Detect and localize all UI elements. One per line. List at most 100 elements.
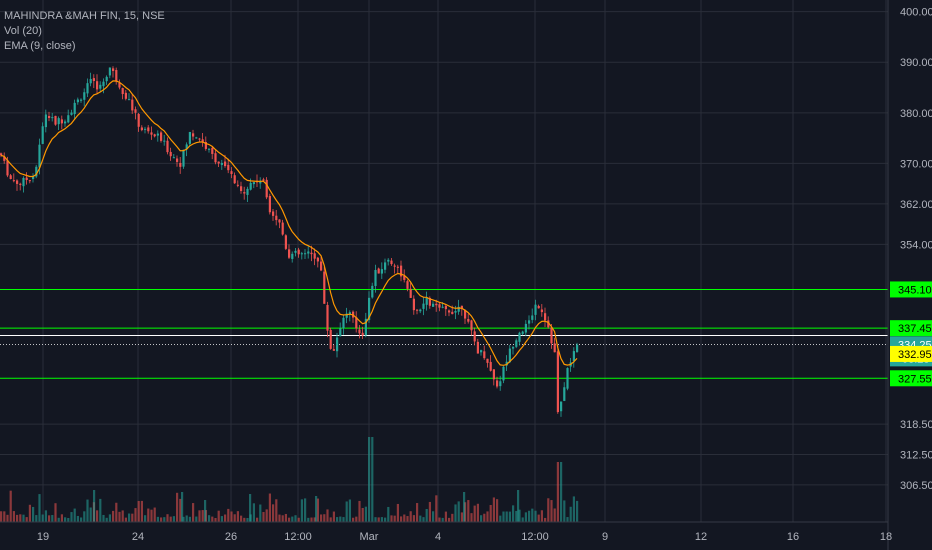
symbol-title[interactable]: MAHINDRA &MAH FIN, 15, NSE bbox=[4, 10, 165, 22]
volume-bar bbox=[124, 517, 127, 522]
candle-body bbox=[502, 366, 505, 381]
volume-bar bbox=[323, 514, 326, 522]
volume-bar bbox=[320, 514, 323, 522]
horizontal-lines[interactable] bbox=[0, 288, 888, 379]
candle-body bbox=[0, 153, 3, 156]
volume-bar bbox=[166, 514, 169, 522]
candle-body bbox=[217, 161, 220, 164]
candle-body bbox=[326, 304, 329, 331]
volume-bar bbox=[566, 517, 569, 522]
candle-body bbox=[560, 401, 563, 412]
candle-body bbox=[150, 132, 153, 135]
volume-bar bbox=[284, 513, 287, 522]
candle-body bbox=[294, 250, 297, 253]
volume-bar bbox=[147, 508, 150, 522]
candle-body bbox=[566, 368, 569, 389]
volume-bar bbox=[64, 517, 67, 522]
candle-body bbox=[374, 270, 377, 286]
candle-body bbox=[540, 309, 543, 313]
candle-body bbox=[16, 180, 19, 184]
candle-body bbox=[281, 222, 284, 235]
volume-bar bbox=[463, 492, 466, 522]
volume-bar bbox=[412, 515, 415, 522]
volume-bar bbox=[134, 508, 137, 522]
time-tick-label: 9 bbox=[602, 531, 608, 543]
volume-bar bbox=[576, 500, 579, 522]
candle-body bbox=[508, 348, 511, 363]
volume-bar bbox=[275, 499, 278, 522]
candle-body bbox=[457, 306, 460, 312]
volume-bar bbox=[371, 437, 374, 522]
volume-bar bbox=[256, 517, 259, 522]
volume-bar bbox=[377, 517, 380, 522]
volume-bar bbox=[115, 502, 118, 522]
volume-bar bbox=[211, 516, 214, 522]
volume-bar bbox=[96, 510, 99, 522]
volume-bar bbox=[358, 500, 361, 522]
indicator-ema[interactable]: EMA (9, close) bbox=[4, 40, 76, 52]
candle-body bbox=[339, 328, 342, 337]
candle-body bbox=[473, 331, 476, 342]
volume-bar bbox=[336, 517, 339, 522]
volume-bar bbox=[384, 517, 387, 522]
price-tick-label: 354.00 bbox=[900, 239, 932, 251]
candle-body bbox=[361, 332, 364, 336]
candle-body bbox=[6, 160, 9, 176]
volume-bar bbox=[352, 517, 355, 522]
level-label: 337.45 bbox=[898, 323, 932, 335]
candle-body bbox=[259, 180, 262, 184]
candle-body bbox=[25, 177, 28, 181]
candle-body bbox=[262, 179, 265, 181]
volume-bar bbox=[105, 517, 108, 522]
candle-body bbox=[198, 138, 201, 140]
volume-bar bbox=[73, 508, 76, 522]
volume-bar bbox=[517, 490, 520, 522]
volume-bar bbox=[441, 517, 444, 522]
volume-bar bbox=[179, 498, 182, 522]
volume-bar bbox=[153, 507, 156, 522]
volume-bar bbox=[556, 462, 559, 522]
volume-bar bbox=[361, 507, 364, 522]
volume-bar bbox=[499, 515, 502, 522]
volume-bar bbox=[70, 512, 73, 522]
volume-bar bbox=[112, 510, 115, 522]
volume-bar bbox=[387, 506, 390, 522]
candle-body bbox=[496, 380, 499, 387]
candle-body bbox=[550, 327, 553, 344]
volume-bar bbox=[48, 515, 51, 522]
candle-body bbox=[390, 260, 393, 265]
volume-bar bbox=[281, 515, 284, 522]
volume-bar bbox=[60, 514, 63, 522]
volume-bar bbox=[181, 492, 184, 522]
volume-bar bbox=[297, 517, 300, 522]
candle-body bbox=[131, 99, 134, 111]
time-axis[interactable]: 19 24 26 12:00 Mar 4 12:00 9 12 16 18 bbox=[37, 531, 892, 543]
candle-body bbox=[384, 262, 387, 270]
volume-bar bbox=[502, 511, 505, 522]
candle-body bbox=[57, 118, 60, 125]
volume-bar bbox=[32, 506, 35, 522]
candle-body bbox=[444, 305, 447, 310]
candle-body bbox=[99, 84, 102, 89]
volume-bar bbox=[38, 494, 41, 522]
volume-bar bbox=[528, 510, 531, 522]
volume-bar bbox=[470, 513, 473, 522]
candle-body bbox=[224, 161, 227, 167]
candles bbox=[0, 66, 579, 417]
volume-bar bbox=[192, 503, 195, 522]
volume-bar bbox=[230, 511, 233, 522]
candle-body bbox=[435, 303, 438, 306]
candle-body bbox=[470, 320, 473, 331]
volume-bar bbox=[67, 517, 70, 522]
volume-bar bbox=[473, 505, 476, 522]
indicator-volume[interactable]: Vol (20) bbox=[4, 25, 42, 37]
time-tick-label: 24 bbox=[132, 531, 144, 543]
volume-bar bbox=[419, 515, 422, 522]
price-axis[interactable]: 400.00 390.00 380.00 370.00 362.00 354.00 318.… bbox=[900, 7, 932, 492]
candle-body bbox=[544, 313, 547, 321]
candle-body bbox=[515, 340, 518, 347]
candle-body bbox=[432, 303, 435, 307]
